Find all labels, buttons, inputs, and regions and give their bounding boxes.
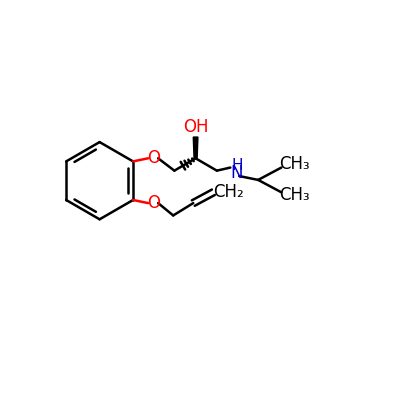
Text: CH₂: CH₂ [213, 183, 244, 201]
Text: CH₃: CH₃ [280, 186, 310, 204]
Text: CH₃: CH₃ [280, 156, 310, 174]
Text: N: N [230, 164, 243, 182]
Polygon shape [193, 137, 198, 158]
Text: H: H [231, 158, 243, 173]
Text: O: O [147, 149, 160, 167]
Text: O: O [147, 194, 160, 212]
Text: OH: OH [183, 118, 208, 136]
